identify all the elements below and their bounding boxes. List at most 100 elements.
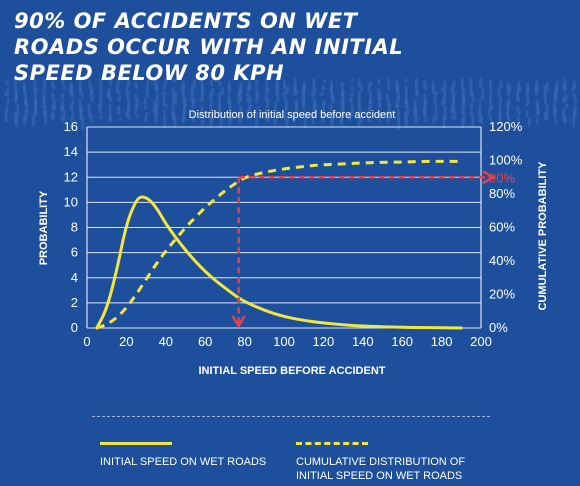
x-axis-label: INITIAL SPEED BEFORE ACCIDENT — [198, 365, 385, 377]
background-dash — [434, 110, 438, 121]
background-dash — [162, 96, 166, 108]
chart-series — [95, 159, 463, 330]
legend-item-cumulative: CUMULATIVE DISTRIBUTION OF INITIAL SPEED… — [296, 455, 496, 483]
y-tick-label-3: 6 — [71, 245, 78, 260]
background-dash — [489, 87, 493, 92]
background-dash — [340, 116, 344, 126]
background-dash — [90, 97, 94, 102]
background-dash — [571, 84, 575, 92]
chart-grid — [86, 126, 482, 329]
background-dash — [117, 79, 121, 85]
background-dash — [488, 114, 492, 122]
background-dash — [246, 115, 250, 120]
background-dash — [422, 79, 426, 89]
x-tick-label-7: 140 — [352, 334, 374, 349]
background-dash — [99, 114, 103, 120]
background-dash — [145, 85, 149, 96]
background-dash — [395, 84, 399, 94]
background-dash — [219, 116, 223, 128]
background-dash — [499, 80, 503, 89]
background-dash — [80, 92, 84, 99]
background-dash — [61, 93, 65, 99]
background-dash — [144, 104, 148, 110]
background-dash — [572, 114, 576, 128]
background-dash — [89, 90, 93, 99]
background-dash — [209, 79, 213, 87]
background-dash — [506, 102, 510, 115]
background-dash — [441, 97, 445, 107]
y2-tick-label-0: 0% — [489, 320, 508, 335]
background-dash — [413, 110, 417, 116]
background-dash — [516, 105, 520, 112]
background-dash — [452, 80, 456, 88]
y-tick-label-5: 10 — [64, 194, 78, 209]
background-dash — [276, 96, 280, 103]
background-dash — [32, 114, 36, 128]
background-dash — [404, 114, 408, 129]
background-dash — [220, 87, 224, 96]
background-dash — [228, 117, 232, 126]
background-dash — [453, 110, 457, 120]
background-dash — [442, 116, 446, 129]
y2-tick-label-5: 100% — [489, 153, 523, 168]
background-dash — [117, 91, 121, 96]
background-dash — [88, 79, 92, 90]
legend-item-density: INITIAL SPEED ON WET ROADS — [100, 456, 267, 468]
y-tick-label-8: 16 — [64, 119, 78, 134]
background-dash — [209, 114, 213, 127]
y2-tick-label-6: 120% — [489, 119, 523, 134]
background-dash — [192, 97, 196, 105]
background-dash — [283, 108, 287, 121]
headline-line-2: ROADS OCCUR WITH AN INITIAL — [14, 35, 404, 59]
background-dash — [480, 93, 484, 100]
background-dash — [331, 96, 335, 104]
background-dash — [506, 90, 510, 97]
background-dash — [498, 102, 502, 113]
background-dash — [450, 104, 454, 114]
background-dash — [70, 102, 74, 111]
background-dash — [117, 96, 121, 102]
background-dash — [572, 109, 576, 116]
background-dash — [350, 104, 354, 117]
background-dash — [109, 79, 113, 87]
background-dash — [61, 79, 65, 86]
background-dash — [301, 102, 305, 109]
background-dash — [15, 116, 19, 128]
y2-tick-label-1: 20% — [489, 287, 515, 302]
background-dash — [498, 116, 502, 122]
background-dash — [14, 96, 18, 102]
x-tick-label-3: 60 — [198, 334, 212, 349]
background-dash — [155, 84, 159, 93]
background-dash — [44, 114, 48, 125]
background-dash — [488, 79, 492, 89]
background-dash — [89, 114, 93, 123]
background-dash — [155, 93, 159, 107]
background-dash — [79, 86, 83, 95]
background-dash — [256, 93, 260, 99]
background-dash — [162, 85, 166, 90]
background-dash — [350, 85, 354, 91]
background-dash — [211, 87, 215, 96]
background-dash — [52, 85, 56, 90]
headline-line-3: SPEED BELOW 80 KPH — [14, 61, 285, 85]
background-dash — [416, 90, 420, 98]
background-dash — [127, 79, 131, 87]
background-dash — [396, 108, 400, 120]
background-dash — [574, 97, 578, 104]
background-dash — [22, 85, 26, 95]
x-tick-label-5: 100 — [273, 334, 295, 349]
background-dash — [264, 90, 268, 102]
background-dash — [295, 110, 299, 115]
y-tick-label-2: 4 — [71, 270, 78, 285]
background-dash — [320, 91, 324, 97]
background-dash — [478, 99, 482, 104]
background-dash — [545, 115, 549, 122]
background-dash — [415, 78, 419, 87]
background-dash — [164, 103, 168, 109]
x-tick-label-2: 40 — [159, 334, 173, 349]
background-dash — [180, 86, 184, 93]
background-dash — [285, 104, 289, 111]
background-dash — [526, 86, 530, 91]
